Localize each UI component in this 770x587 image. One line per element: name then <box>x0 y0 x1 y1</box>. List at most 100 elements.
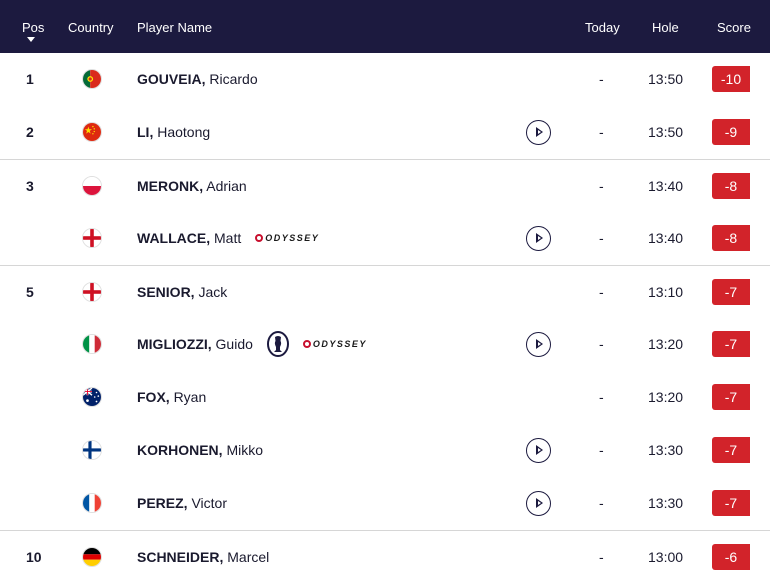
table-row[interactable]: MIGLIOZZI, Guido ODYSSEY - 13:20 -7 <box>0 318 770 371</box>
leaderboard-rows: 1 GOUVEIA, Ricardo -13:50 -10 2 LI, Haotong -1… <box>0 53 770 583</box>
player-name[interactable]: PEREZ, Victor <box>137 495 227 511</box>
header-hole: Hole <box>652 20 679 35</box>
play-video-button[interactable] <box>526 226 551 251</box>
score-badge: -7 <box>712 437 750 463</box>
player-first-name: Matt <box>214 230 242 246</box>
score-badge: -7 <box>712 331 750 357</box>
player-name[interactable]: FOX, Ryan <box>137 389 206 405</box>
position: 3 <box>26 178 34 194</box>
sort-down-icon[interactable] <box>27 37 35 42</box>
header-score: Score <box>717 20 751 35</box>
player-first-name: Haotong <box>157 124 211 140</box>
player-last-name: KORHONEN, <box>137 442 223 458</box>
player-name[interactable]: MIGLIOZZI, Guido <box>137 336 253 352</box>
play-video-button[interactable] <box>526 332 551 357</box>
flag-germany-icon <box>82 547 102 567</box>
flag-finland-icon <box>82 440 102 460</box>
header-country: Country <box>68 20 114 35</box>
position: 5 <box>26 284 34 300</box>
score-badge: -10 <box>712 66 750 92</box>
sponsor-name: ODYSSEY <box>312 339 367 349</box>
score-badge: -7 <box>712 490 750 516</box>
sponsor-name: ODYSSEY <box>265 233 320 243</box>
flag-england-icon <box>82 228 102 248</box>
leaderboard-header: Pos Country Player Name Today Hole Score <box>0 0 770 53</box>
header-today: Today <box>585 20 620 35</box>
player-name[interactable]: SCHNEIDER, Marcel <box>137 549 269 565</box>
player-last-name: MIGLIOZZI, <box>137 336 212 352</box>
play-video-button[interactable] <box>526 438 551 463</box>
claret-jug-icon <box>266 331 289 357</box>
player-first-name: Mikko <box>226 442 264 458</box>
flag-italy-icon <box>82 334 102 354</box>
player-last-name: PEREZ, <box>137 495 188 511</box>
header-player-name: Player Name <box>137 20 213 35</box>
today-score: - <box>599 178 604 194</box>
position: 1 <box>26 71 34 87</box>
sponsor-mark-icon <box>302 340 311 348</box>
hole-tee-time: 13:30 <box>648 495 684 511</box>
position: 2 <box>26 124 34 140</box>
today-score: - <box>599 284 604 300</box>
player-last-name: FOX, <box>137 389 170 405</box>
sponsor-logo: ODYSSEY <box>255 233 319 243</box>
table-row[interactable]: WALLACE, Matt ODYSSEY - 13:40 -8 <box>0 212 770 265</box>
flag-france-icon <box>82 493 102 513</box>
player-last-name: SCHNEIDER, <box>137 549 224 565</box>
score-badge: -7 <box>712 279 750 305</box>
table-row[interactable]: 2 LI, Haotong - 13:50 -9 <box>0 106 770 159</box>
score-badge: -9 <box>712 119 750 145</box>
today-score: - <box>599 336 604 352</box>
play-video-button[interactable] <box>526 491 551 516</box>
score-badge: -8 <box>712 173 750 199</box>
header-pos[interactable]: Pos <box>22 20 45 35</box>
today-score: - <box>599 124 604 140</box>
player-first-name: Victor <box>191 495 228 511</box>
score-badge: -6 <box>712 544 750 570</box>
hole-tee-time: 13:40 <box>648 230 684 246</box>
player-first-name: Marcel <box>227 549 270 565</box>
player-name[interactable]: MERONK, Adrian <box>137 178 247 194</box>
table-row[interactable]: 5 SENIOR, Jack - 13:10 -7 <box>0 265 770 318</box>
player-name[interactable]: LI, Haotong <box>137 124 210 140</box>
player-name[interactable]: GOUVEIA, Ricardo <box>137 71 258 87</box>
player-first-name: Guido <box>215 336 253 352</box>
sponsor-logo: ODYSSEY <box>302 339 367 349</box>
today-score: - <box>599 71 604 87</box>
flag-poland-icon <box>82 176 102 196</box>
score-badge: -7 <box>712 384 750 410</box>
table-row[interactable]: 1 GOUVEIA, Ricardo - 13:50 -10 <box>0 53 770 106</box>
flag-england-icon <box>82 282 102 302</box>
flag-portugal-icon <box>82 69 102 89</box>
player-name[interactable]: WALLACE, Matt <box>137 230 241 246</box>
hole-tee-time: 13:20 <box>648 336 684 352</box>
hole-tee-time: 13:40 <box>648 178 684 194</box>
hole-tee-time: 13:20 <box>648 389 684 405</box>
player-last-name: MERONK, <box>137 178 204 194</box>
hole-tee-time: 13:50 <box>648 71 684 87</box>
player-name[interactable]: SENIOR, Jack <box>137 284 227 300</box>
player-name[interactable]: KORHONEN, Mikko <box>137 442 263 458</box>
hole-tee-time: 13:30 <box>648 442 684 458</box>
today-score: - <box>599 442 604 458</box>
hole-tee-time: 13:50 <box>648 124 684 140</box>
player-first-name: Ryan <box>173 389 207 405</box>
table-row[interactable]: 3 MERONK, Adrian - 13:40 -8 <box>0 159 770 212</box>
hole-tee-time: 13:00 <box>648 549 684 565</box>
flag-china-icon <box>82 122 102 142</box>
today-score: - <box>599 549 604 565</box>
player-last-name: LI, <box>137 124 154 140</box>
play-video-button[interactable] <box>526 120 551 145</box>
sponsor-mark-icon <box>255 234 264 242</box>
table-row[interactable]: FOX, Ryan - 13:20 -7 <box>0 371 770 424</box>
table-row[interactable]: KORHONEN, Mikko - 13:30 -7 <box>0 424 770 477</box>
score-badge: -8 <box>712 225 750 251</box>
player-first-name: Ricardo <box>209 71 258 87</box>
today-score: - <box>599 389 604 405</box>
table-row[interactable]: 10 SCHNEIDER, Marcel - 13:00 -6 <box>0 530 770 583</box>
table-row[interactable]: PEREZ, Victor - 13:30 -7 <box>0 477 770 530</box>
player-last-name: GOUVEIA, <box>137 71 206 87</box>
flag-australia-icon <box>82 387 102 407</box>
hole-tee-time: 13:10 <box>648 284 684 300</box>
player-last-name: SENIOR, <box>137 284 195 300</box>
